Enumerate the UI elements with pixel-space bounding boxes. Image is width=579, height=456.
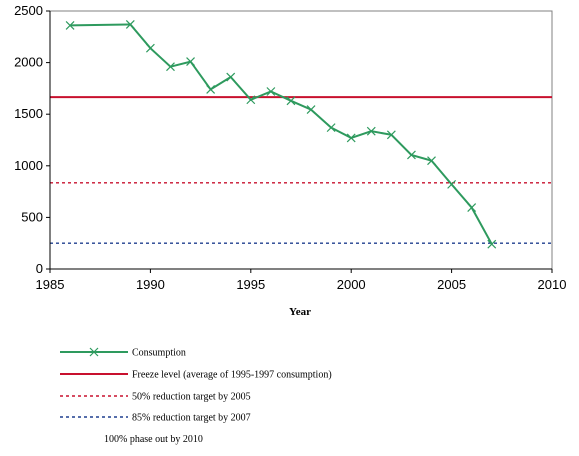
legend-item-3: 85% reduction target by 2007 bbox=[60, 413, 251, 424]
y-tick-label: 2500 bbox=[14, 3, 43, 18]
axes: 0 500 1000 1500 2000 2500 1985 1990 1995 2000 2005… bbox=[14, 3, 566, 292]
data-point bbox=[487, 239, 497, 249]
data-point bbox=[407, 150, 416, 160]
data-point bbox=[145, 43, 155, 53]
data-point bbox=[266, 87, 276, 96]
data-point bbox=[447, 179, 457, 189]
legend: Consumption Freeze level (average of 1995… bbox=[60, 348, 332, 445]
data-point bbox=[226, 72, 236, 82]
plot-area bbox=[49, 10, 553, 270]
y-tick-label: 1000 bbox=[14, 158, 43, 173]
data-point bbox=[65, 21, 75, 30]
data-point bbox=[186, 57, 195, 66]
legend-item-0: Consumption bbox=[60, 348, 186, 359]
data-point bbox=[246, 95, 256, 105]
series-line-0 bbox=[70, 23, 493, 245]
data-point bbox=[427, 156, 436, 166]
x-axis-title: Year bbox=[289, 306, 311, 318]
x-tick-label: 1985 bbox=[36, 277, 65, 292]
legend-label: Consumption bbox=[132, 348, 186, 359]
data-point bbox=[166, 62, 175, 72]
reference-lines bbox=[50, 96, 552, 244]
x-tick-label: 2000 bbox=[337, 277, 366, 292]
data-point bbox=[326, 123, 336, 133]
legend-item-2: 50% reduction target by 2005 bbox=[60, 392, 251, 403]
series-layer bbox=[65, 19, 497, 249]
data-point bbox=[346, 133, 356, 143]
legend-label: 50% reduction target by 2005 bbox=[132, 392, 251, 403]
data-point bbox=[125, 19, 135, 29]
y-tick-label: 0 bbox=[36, 261, 43, 276]
data-point bbox=[206, 85, 216, 94]
y-tick-label: 500 bbox=[21, 209, 43, 224]
y-tick-label: 1500 bbox=[14, 106, 43, 121]
legend-note: 100% phase out by 2010 bbox=[104, 434, 203, 445]
legend-label: Freeze level (average of 1995-1997 consu… bbox=[132, 370, 332, 381]
x-tick-label: 1990 bbox=[136, 277, 165, 292]
y-tick-label: 2000 bbox=[14, 55, 43, 70]
data-point bbox=[386, 130, 396, 140]
data-point bbox=[467, 203, 477, 213]
plot-frame bbox=[49, 10, 553, 270]
legend-label: 85% reduction target by 2007 bbox=[132, 413, 251, 424]
x-tick-label: 2010 bbox=[538, 277, 567, 292]
data-point bbox=[286, 96, 296, 106]
data-point bbox=[306, 105, 316, 114]
x-tick-label: 2005 bbox=[437, 277, 466, 292]
legend-item-1: Freeze level (average of 1995-1997 consu… bbox=[60, 370, 332, 381]
x-tick-label: 1995 bbox=[236, 277, 265, 292]
data-point bbox=[366, 126, 376, 136]
